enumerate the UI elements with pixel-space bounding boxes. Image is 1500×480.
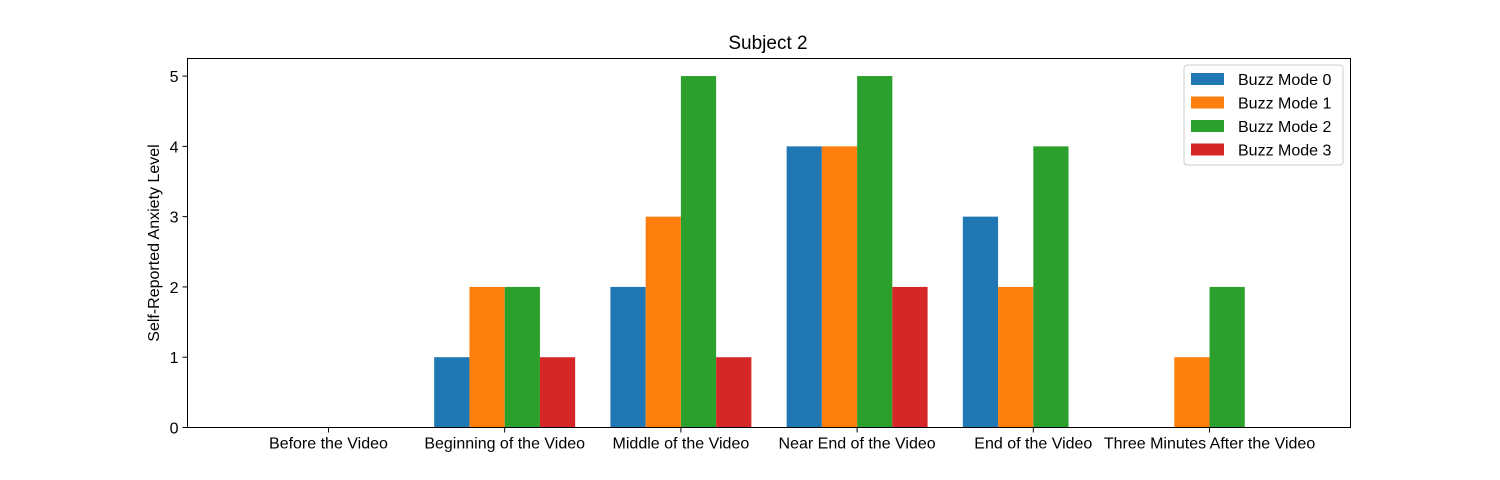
bars-group bbox=[434, 76, 1245, 428]
bar-series-0-cat-3 bbox=[786, 146, 822, 428]
chart-title: Subject 2 bbox=[728, 33, 807, 54]
y-tick-label: 4 bbox=[170, 139, 179, 156]
bar-series-1-cat-5 bbox=[1174, 357, 1210, 428]
legend-box bbox=[1183, 64, 1344, 166]
bar-series-0-cat-4 bbox=[962, 216, 999, 428]
y-tick-label: 2 bbox=[170, 280, 179, 297]
bar-series-1-cat-3 bbox=[821, 146, 858, 428]
bar-series-2-cat-5 bbox=[1209, 286, 1245, 428]
x-tick-label: Middle of the Video bbox=[613, 436, 750, 453]
legend-label: Buzz Mode 2 bbox=[1238, 119, 1331, 136]
legend-swatch bbox=[1191, 143, 1224, 156]
y-axis-label: Self-Reported Anxiety Level bbox=[146, 144, 163, 341]
legend-label: Buzz Mode 0 bbox=[1238, 72, 1331, 89]
y-ticks-group: 0 1 2 3 4 5 bbox=[170, 69, 188, 438]
y-tick-label: 3 bbox=[170, 210, 179, 227]
legend-label: Buzz Mode 3 bbox=[1238, 143, 1331, 160]
x-ticks-group: Before the Video Beginning of the Video Mi… bbox=[269, 427, 1315, 453]
bar-series-1-cat-4 bbox=[998, 286, 1034, 428]
x-tick-label: End of the Video bbox=[974, 436, 1092, 453]
bar-series-1-cat-2 bbox=[645, 216, 681, 428]
y-tick-label: 5 bbox=[170, 69, 179, 86]
bar-series-0-cat-2 bbox=[610, 286, 646, 428]
legend-swatch bbox=[1191, 120, 1224, 132]
bar-series-0-cat-1 bbox=[434, 357, 470, 428]
bar-series-3-cat-2 bbox=[716, 357, 752, 428]
x-tick-label: Before the Video bbox=[269, 436, 388, 453]
legend-swatch bbox=[1191, 73, 1224, 85]
bar-series-2-cat-1 bbox=[504, 286, 540, 428]
bar-series-2-cat-2 bbox=[680, 76, 717, 428]
x-tick-label: Beginning of the Video bbox=[424, 436, 585, 453]
legend: Buzz Mode 0 Buzz Mode 1 Buzz Mode 2 Buzz Mo… bbox=[1183, 64, 1344, 166]
y-tick-label: 0 bbox=[170, 421, 179, 438]
plot-area-frame bbox=[187, 58, 1351, 428]
legend-swatch bbox=[1191, 96, 1224, 109]
legend-label: Buzz Mode 1 bbox=[1238, 96, 1331, 113]
x-tick-label: Three Minutes After the Video bbox=[1104, 436, 1315, 453]
bar-series-3-cat-3 bbox=[892, 286, 928, 428]
bar-series-2-cat-4 bbox=[1033, 146, 1069, 428]
bar-series-2-cat-3 bbox=[857, 76, 893, 428]
bar-series-1-cat-1 bbox=[469, 286, 505, 428]
x-tick-label: Near End of the Video bbox=[779, 436, 936, 453]
y-tick-label: 1 bbox=[170, 350, 179, 367]
bar-series-3-cat-1 bbox=[539, 357, 576, 428]
